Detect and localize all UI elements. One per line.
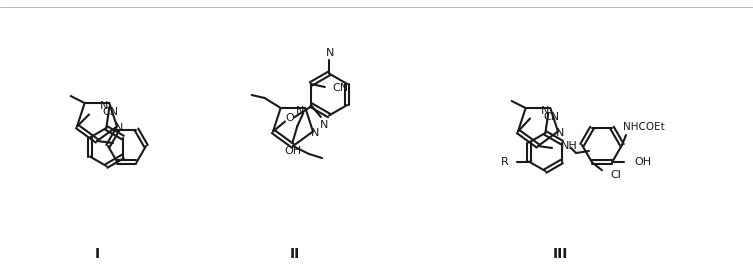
Text: N: N <box>114 124 123 133</box>
Text: N: N <box>296 106 304 116</box>
Text: Cl: Cl <box>610 170 621 180</box>
Text: N: N <box>320 120 328 130</box>
Text: N: N <box>556 128 564 139</box>
Text: N: N <box>326 49 334 58</box>
Text: O: O <box>285 113 294 124</box>
Text: II: II <box>290 247 300 261</box>
Text: N: N <box>541 106 550 116</box>
Text: CN: CN <box>333 83 349 93</box>
Text: I: I <box>94 247 99 261</box>
Text: N: N <box>311 128 319 139</box>
Text: NHCOEt: NHCOEt <box>623 122 665 132</box>
Text: CN: CN <box>102 107 118 117</box>
Text: OH: OH <box>634 157 651 167</box>
Text: CN: CN <box>543 113 559 122</box>
Text: NH: NH <box>561 141 578 151</box>
Text: R: R <box>501 157 509 166</box>
Text: N: N <box>100 101 108 111</box>
Text: III: III <box>552 247 568 261</box>
Text: OH: OH <box>285 146 301 156</box>
